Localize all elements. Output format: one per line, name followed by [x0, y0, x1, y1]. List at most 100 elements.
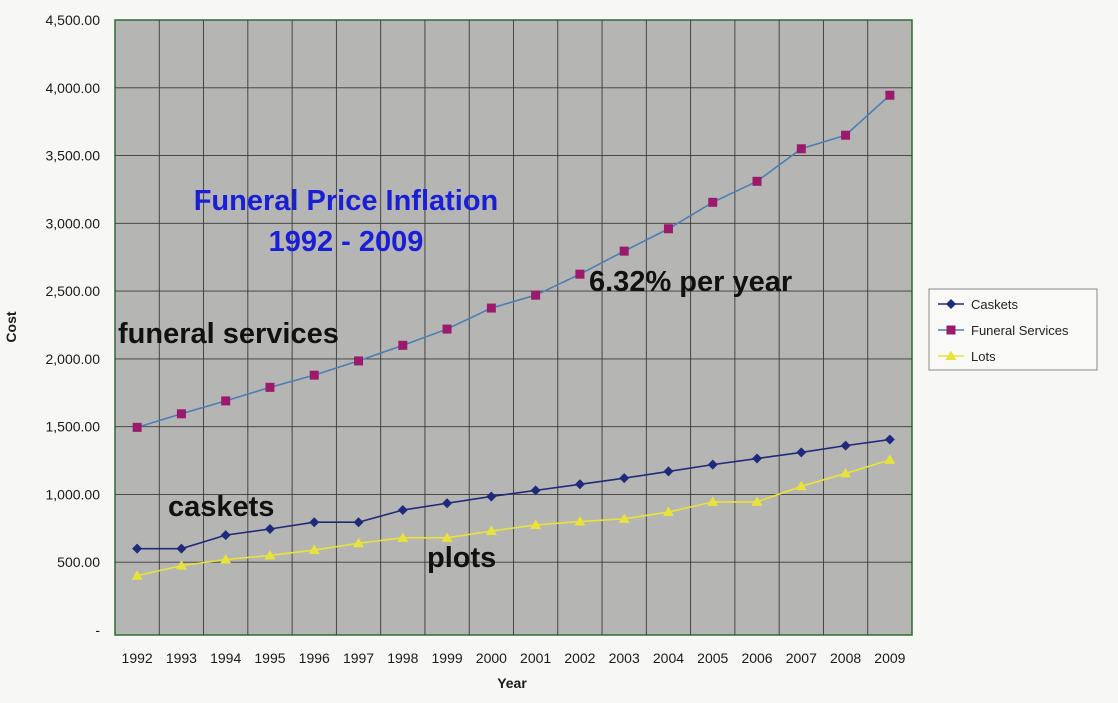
x-tick-label: 2004 [653, 650, 684, 666]
x-tick-label: 2003 [609, 650, 640, 666]
x-tick-label: 2000 [476, 650, 507, 666]
x-tick-label: 1992 [122, 650, 153, 666]
x-tick-label: 1996 [299, 650, 330, 666]
y-tick-label: 2,000.00 [46, 351, 101, 367]
x-tick-label: 2001 [520, 650, 551, 666]
annotation-plots: plots [427, 542, 496, 574]
data-point-lots [397, 532, 409, 542]
series-line-lots [136, 459, 891, 577]
data-point-caskets [132, 543, 143, 554]
annotation-funeral-services: funeral services [118, 318, 339, 350]
x-tick-label: 1999 [432, 650, 463, 666]
legend-label-lots: Lots [971, 349, 996, 364]
x-tick-label: 2006 [741, 650, 772, 666]
data-point-caskets [707, 459, 718, 470]
legend-label-funeral-services: Funeral Services [971, 323, 1069, 338]
data-point-lots [530, 519, 542, 529]
y-tick-label: 1,500.00 [46, 419, 101, 435]
data-point-lots [485, 525, 497, 536]
data-point-caskets [574, 479, 585, 490]
grid-layer [115, 20, 912, 635]
data-point-funeral-services [486, 303, 496, 313]
series-line-caskets [137, 438, 890, 550]
x-axis-title: Year [497, 675, 527, 691]
data-point-funeral-services [309, 370, 319, 380]
legend-items: Caskets Funeral Services Lots [938, 297, 1069, 364]
x-tick-label: 2007 [786, 650, 817, 666]
x-tick-label: 2002 [564, 650, 595, 666]
legend-marker-caskets [946, 299, 956, 309]
data-point-caskets [663, 466, 674, 477]
x-tick-label: 1998 [387, 650, 418, 666]
chart-subtitle: 1992 - 2009 [269, 226, 424, 258]
y-axis: - 500.00 1,000.00 1,500.00 2,000.00 2,500.00 3… [46, 12, 101, 638]
data-point-lots [795, 480, 807, 491]
data-point-caskets [353, 517, 364, 528]
x-axis: 1992 1993 1994 1995 1996 1997 1998 1999 2000 2001… [122, 650, 906, 666]
data-point-lots [574, 516, 586, 526]
data-point-caskets [442, 498, 453, 509]
data-point-funeral-services [841, 130, 851, 140]
data-point-lots [353, 537, 365, 548]
y-tick-label: 1,000.00 [46, 486, 101, 502]
series-funeral-services [132, 90, 895, 432]
data-point-caskets [176, 543, 187, 554]
y-tick-label: 2,500.00 [46, 283, 101, 299]
data-point-funeral-services [531, 290, 541, 300]
y-axis-title: Cost [3, 311, 19, 342]
data-point-lots [441, 532, 453, 542]
series-caskets [132, 434, 895, 554]
x-tick-label: 1993 [166, 650, 197, 666]
data-point-funeral-services [132, 422, 142, 432]
data-point-caskets [486, 491, 497, 502]
chart-title: Funeral Price Inflation [194, 185, 499, 217]
x-tick-label: 2009 [874, 650, 905, 666]
y-tick-label: - [95, 622, 100, 638]
y-tick-label: 3,500.00 [46, 148, 101, 164]
data-point-funeral-services [796, 144, 806, 154]
data-point-lots [175, 560, 187, 570]
data-point-funeral-services [442, 324, 452, 334]
data-point-funeral-services [221, 396, 231, 406]
data-point-funeral-services [265, 382, 275, 392]
x-tick-label: 2008 [830, 650, 861, 666]
data-point-lots [662, 506, 674, 517]
y-tick-label: 4,500.00 [46, 12, 101, 28]
data-point-caskets [884, 434, 895, 445]
data-point-funeral-services [663, 224, 673, 234]
data-point-caskets [220, 530, 231, 541]
x-tick-label: 1997 [343, 650, 374, 666]
x-tick-label: 1994 [210, 650, 241, 666]
data-point-lots [884, 454, 896, 464]
data-point-caskets [796, 447, 807, 458]
legend-marker-lots [945, 350, 957, 360]
y-tick-label: 500.00 [57, 554, 100, 570]
annotation-rate: 6.32% per year [589, 266, 792, 298]
data-point-caskets [309, 517, 320, 528]
legend-label-caskets: Caskets [971, 297, 1018, 312]
data-point-funeral-services [398, 340, 408, 350]
data-point-lots [220, 554, 232, 564]
x-tick-label: 1995 [254, 650, 285, 666]
data-point-caskets [264, 524, 275, 535]
data-point-lots [751, 496, 763, 506]
data-point-caskets [840, 440, 851, 451]
data-point-caskets [619, 473, 630, 484]
series-layer [131, 90, 896, 580]
series-line-funeral-services [136, 94, 891, 429]
data-point-funeral-services [575, 269, 585, 279]
data-point-lots [308, 544, 320, 555]
y-tick-label: 4,000.00 [46, 80, 101, 96]
x-tick-label: 2005 [697, 650, 728, 666]
data-point-lots [840, 467, 852, 478]
data-point-funeral-services [708, 197, 718, 207]
series-lots [131, 454, 896, 580]
data-point-lots [131, 570, 143, 580]
data-point-funeral-services [176, 409, 186, 419]
y-tick-label: 3,000.00 [46, 215, 101, 231]
data-point-caskets [752, 453, 763, 464]
data-point-lots [707, 496, 719, 506]
data-point-funeral-services [619, 246, 629, 256]
legend: Caskets Funeral Services Lots [928, 288, 1098, 371]
